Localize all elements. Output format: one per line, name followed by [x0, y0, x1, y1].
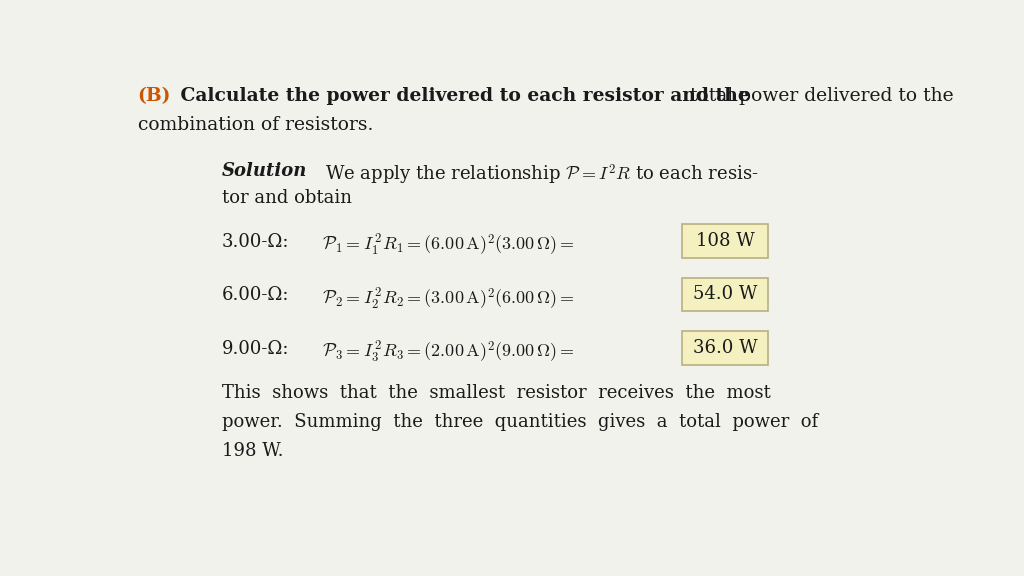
Text: Solution: Solution: [221, 162, 307, 180]
Text: 36.0 W: 36.0 W: [693, 339, 758, 357]
Text: 54.0 W: 54.0 W: [693, 286, 758, 304]
Text: combination of resistors.: combination of resistors.: [137, 116, 373, 134]
Text: 198 W.: 198 W.: [221, 442, 284, 460]
Text: power.  Summing  the  three  quantities  gives  a  total  power  of: power. Summing the three quantities give…: [221, 413, 818, 431]
Text: We apply the relationship $\mathcal{P} = I^2R$ to each resis-: We apply the relationship $\mathcal{P} =…: [325, 162, 759, 187]
Text: $\mathcal{P}_2 = I_2^{\,2}R_2 = (3.00\,\mathrm{A})^2(6.00\,\Omega) =$: $\mathcal{P}_2 = I_2^{\,2}R_2 = (3.00\,\…: [323, 286, 574, 312]
Text: 3.00-Ω:: 3.00-Ω:: [221, 233, 289, 251]
Text: total power delivered to the: total power delivered to the: [684, 87, 953, 105]
Text: 9.00-Ω:: 9.00-Ω:: [221, 340, 289, 358]
Text: Calculate the power delivered to each resistor and the: Calculate the power delivered to each re…: [174, 87, 750, 105]
FancyBboxPatch shape: [682, 225, 768, 258]
FancyBboxPatch shape: [682, 331, 768, 365]
Text: tor and obtain: tor and obtain: [221, 189, 351, 207]
Text: This  shows  that  the  smallest  resistor  receives  the  most: This shows that the smallest resistor re…: [221, 384, 770, 402]
Text: 108 W: 108 W: [696, 232, 755, 250]
FancyBboxPatch shape: [682, 278, 768, 311]
Text: (B): (B): [137, 87, 171, 105]
Text: 6.00-Ω:: 6.00-Ω:: [221, 286, 289, 305]
Text: $\mathcal{P}_3 = I_3^{\,2}R_3 = (2.00\,\mathrm{A})^2(9.00\,\Omega) =$: $\mathcal{P}_3 = I_3^{\,2}R_3 = (2.00\,\…: [323, 340, 574, 365]
Text: $\mathcal{P}_1 = I_1^{\,2}R_1 = (6.00\,\mathrm{A})^2(3.00\,\Omega) =$: $\mathcal{P}_1 = I_1^{\,2}R_1 = (6.00\,\…: [323, 233, 574, 259]
